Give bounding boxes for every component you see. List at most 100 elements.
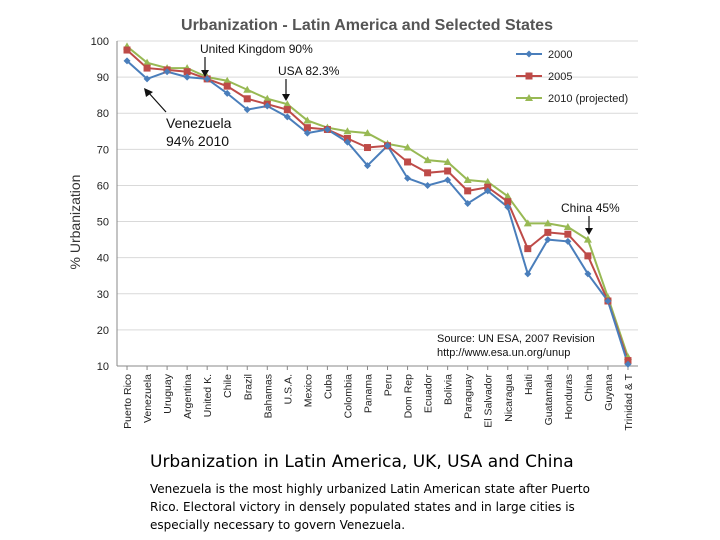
x-tick-label: Nicaragua: [503, 374, 515, 422]
data-point-2005: [363, 144, 371, 152]
data-point-2005: [584, 252, 592, 260]
data-point-2000: [464, 200, 472, 207]
annotation-uk: United Kingdom 90%: [200, 42, 313, 56]
data-point-2010: [583, 235, 592, 243]
caption-line: especially necessary to govern Venezuela…: [150, 518, 406, 532]
x-tick-label: Colombia: [342, 374, 354, 419]
y-tick-label: 90: [97, 72, 109, 84]
data-point-2010: [403, 143, 412, 151]
data-point-2010: [563, 222, 572, 230]
x-tick-label: Guyana: [603, 374, 615, 411]
x-tick-label: Cuba: [322, 374, 334, 399]
x-tick-label: Brazil: [242, 374, 254, 400]
x-tick-label: Honduras: [563, 374, 575, 420]
data-point-2000: [123, 57, 131, 65]
data-point-2010: [463, 176, 472, 184]
x-tick-label: Ecuador: [423, 373, 435, 413]
legend-label: 2000: [548, 49, 572, 61]
x-tick-label: United K.: [202, 374, 214, 417]
data-point-2000: [624, 360, 632, 368]
urbanization-chart: 10 20 30 40 50 60 70 80 90 100 Puerto Rico Venezuel…: [67, 17, 638, 431]
data-point-2005: [564, 230, 572, 238]
x-tick-label: Trinidad & T: [623, 373, 635, 430]
series-line-2000: [126, 60, 629, 365]
annotation-arrow: [147, 91, 167, 113]
data-point-2005: [243, 95, 251, 103]
annotation-venezuela-value: 94% 2010: [166, 133, 229, 149]
data-point-2000: [604, 297, 612, 305]
data-point-2000: [343, 138, 351, 146]
source-note: Source: UN ESA, 2007 Revision: [437, 333, 595, 345]
annotation-usa: USA 82.3%: [278, 64, 340, 78]
data-point-2000: [384, 142, 392, 150]
data-point-2010: [363, 129, 372, 137]
data-point-2000: [263, 102, 271, 110]
annotation-arrowhead: [282, 94, 290, 101]
y-axis-title: % Urbanization: [67, 175, 83, 270]
data-point-2000: [183, 73, 191, 81]
annotation-arrowhead: [144, 88, 153, 97]
data-point-2000: [584, 270, 592, 278]
y-tick-label: 30: [97, 289, 109, 301]
x-tick-label: Panama: [362, 374, 374, 413]
data-point-2005: [524, 245, 532, 253]
data-point-2010: [243, 85, 252, 93]
data-point-2010: [283, 100, 292, 108]
data-point-2005: [544, 228, 552, 236]
data-point-2000: [163, 68, 171, 76]
y-tick-label: 60: [97, 180, 109, 192]
data-point-2005: [404, 158, 412, 166]
source-url: http://www.esa.un.org/unup: [437, 347, 570, 359]
x-tick-label: Mexico: [302, 374, 314, 407]
data-point-2000: [303, 129, 311, 137]
y-tick-label: 100: [91, 36, 109, 48]
data-point-2010: [483, 177, 492, 185]
data-point-2000: [203, 75, 211, 83]
data-point-2000: [444, 176, 452, 184]
data-point-2010: [303, 116, 312, 124]
x-tick-label: Guatamala: [543, 374, 555, 426]
data-point-2005: [464, 187, 472, 195]
data-point-2010: [503, 192, 512, 200]
data-point-2005: [484, 183, 492, 191]
data-point-2010: [263, 94, 272, 102]
caption-title: Urbanization in Latin America, UK, USA a…: [150, 452, 574, 472]
legend-label: 2010 (projected): [548, 93, 628, 105]
caption-line: Rico. Electoral victory in densely popul…: [150, 500, 575, 514]
data-point-2010: [523, 219, 532, 227]
legend-marker: [525, 72, 533, 80]
data-point-2000: [223, 89, 231, 97]
data-point-2005: [143, 64, 151, 72]
data-point-2000: [363, 162, 371, 170]
data-point-2000: [283, 113, 291, 121]
y-tick-label: 80: [97, 108, 109, 120]
data-point-2000: [504, 203, 512, 211]
y-tick-label: 10: [97, 361, 109, 373]
y-tick-label: 70: [97, 144, 109, 156]
data-point-2005: [283, 106, 291, 114]
x-tick-label: Dom Rep: [403, 374, 415, 419]
annotation-china: China 45%: [561, 201, 620, 215]
x-tick-label: Bolivia: [443, 374, 455, 405]
data-point-2000: [484, 187, 492, 195]
caption-body: Venezuela is the most highly urbanized L…: [150, 480, 590, 534]
data-point-2010: [543, 219, 552, 227]
data-point-2005: [223, 82, 231, 90]
data-point-2000: [404, 174, 412, 182]
annotation-venezuela: Venezuela: [166, 115, 232, 131]
data-point-2005: [504, 198, 512, 206]
caption-line: Venezuela is the most highly urbanized L…: [150, 482, 590, 496]
data-point-2005: [424, 169, 432, 177]
x-tick-label: Haiti: [523, 374, 535, 395]
x-tick-label: China: [583, 374, 595, 402]
x-tick-label: Argentina: [182, 374, 194, 419]
x-tick-label: Paraguay: [463, 373, 475, 419]
data-point-2010: [343, 127, 352, 135]
data-point-2010: [223, 76, 232, 84]
legend-marker: [525, 50, 533, 58]
data-point-2005: [624, 357, 632, 365]
data-point-2000: [243, 106, 251, 114]
x-tick-label: Bahamas: [262, 374, 274, 418]
legend-marker: [525, 94, 533, 101]
chart-title: Urbanization - Latin America and Selecte…: [181, 17, 553, 34]
